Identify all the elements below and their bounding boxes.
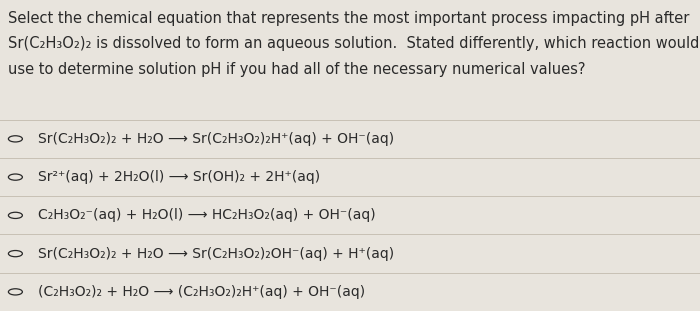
Text: Sr²⁺(aq) + 2H₂O(l) ⟶ Sr(OH)₂ + 2H⁺(aq): Sr²⁺(aq) + 2H₂O(l) ⟶ Sr(OH)₂ + 2H⁺(aq) xyxy=(38,170,321,184)
Text: (C₂H₃O₂)₂ + H₂O ⟶ (C₂H₃O₂)₂H⁺(aq) + OH⁻(aq): (C₂H₃O₂)₂ + H₂O ⟶ (C₂H₃O₂)₂H⁺(aq) + OH⁻(… xyxy=(38,285,365,299)
Text: Sr(C₂H₃O₂)₂ + H₂O ⟶ Sr(C₂H₃O₂)₂OH⁻(aq) + H⁺(aq): Sr(C₂H₃O₂)₂ + H₂O ⟶ Sr(C₂H₃O₂)₂OH⁻(aq) +… xyxy=(38,247,395,261)
Text: Select the chemical equation that represents the most important process impactin: Select the chemical equation that repres… xyxy=(8,11,690,26)
Text: use to determine solution pH if you had all of the necessary numerical values?: use to determine solution pH if you had … xyxy=(8,62,586,77)
Text: C₂H₃O₂⁻(aq) + H₂O(l) ⟶ HC₂H₃O₂(aq) + OH⁻(aq): C₂H₃O₂⁻(aq) + H₂O(l) ⟶ HC₂H₃O₂(aq) + OH⁻… xyxy=(38,208,376,222)
Text: Sr(C₂H₃O₂)₂ + H₂O ⟶ Sr(C₂H₃O₂)₂H⁺(aq) + OH⁻(aq): Sr(C₂H₃O₂)₂ + H₂O ⟶ Sr(C₂H₃O₂)₂H⁺(aq) + … xyxy=(38,132,395,146)
Text: Sr(C₂H₃O₂)₂ is dissolved to form an aqueous solution.  Stated differently, which: Sr(C₂H₃O₂)₂ is dissolved to form an aque… xyxy=(8,36,700,51)
